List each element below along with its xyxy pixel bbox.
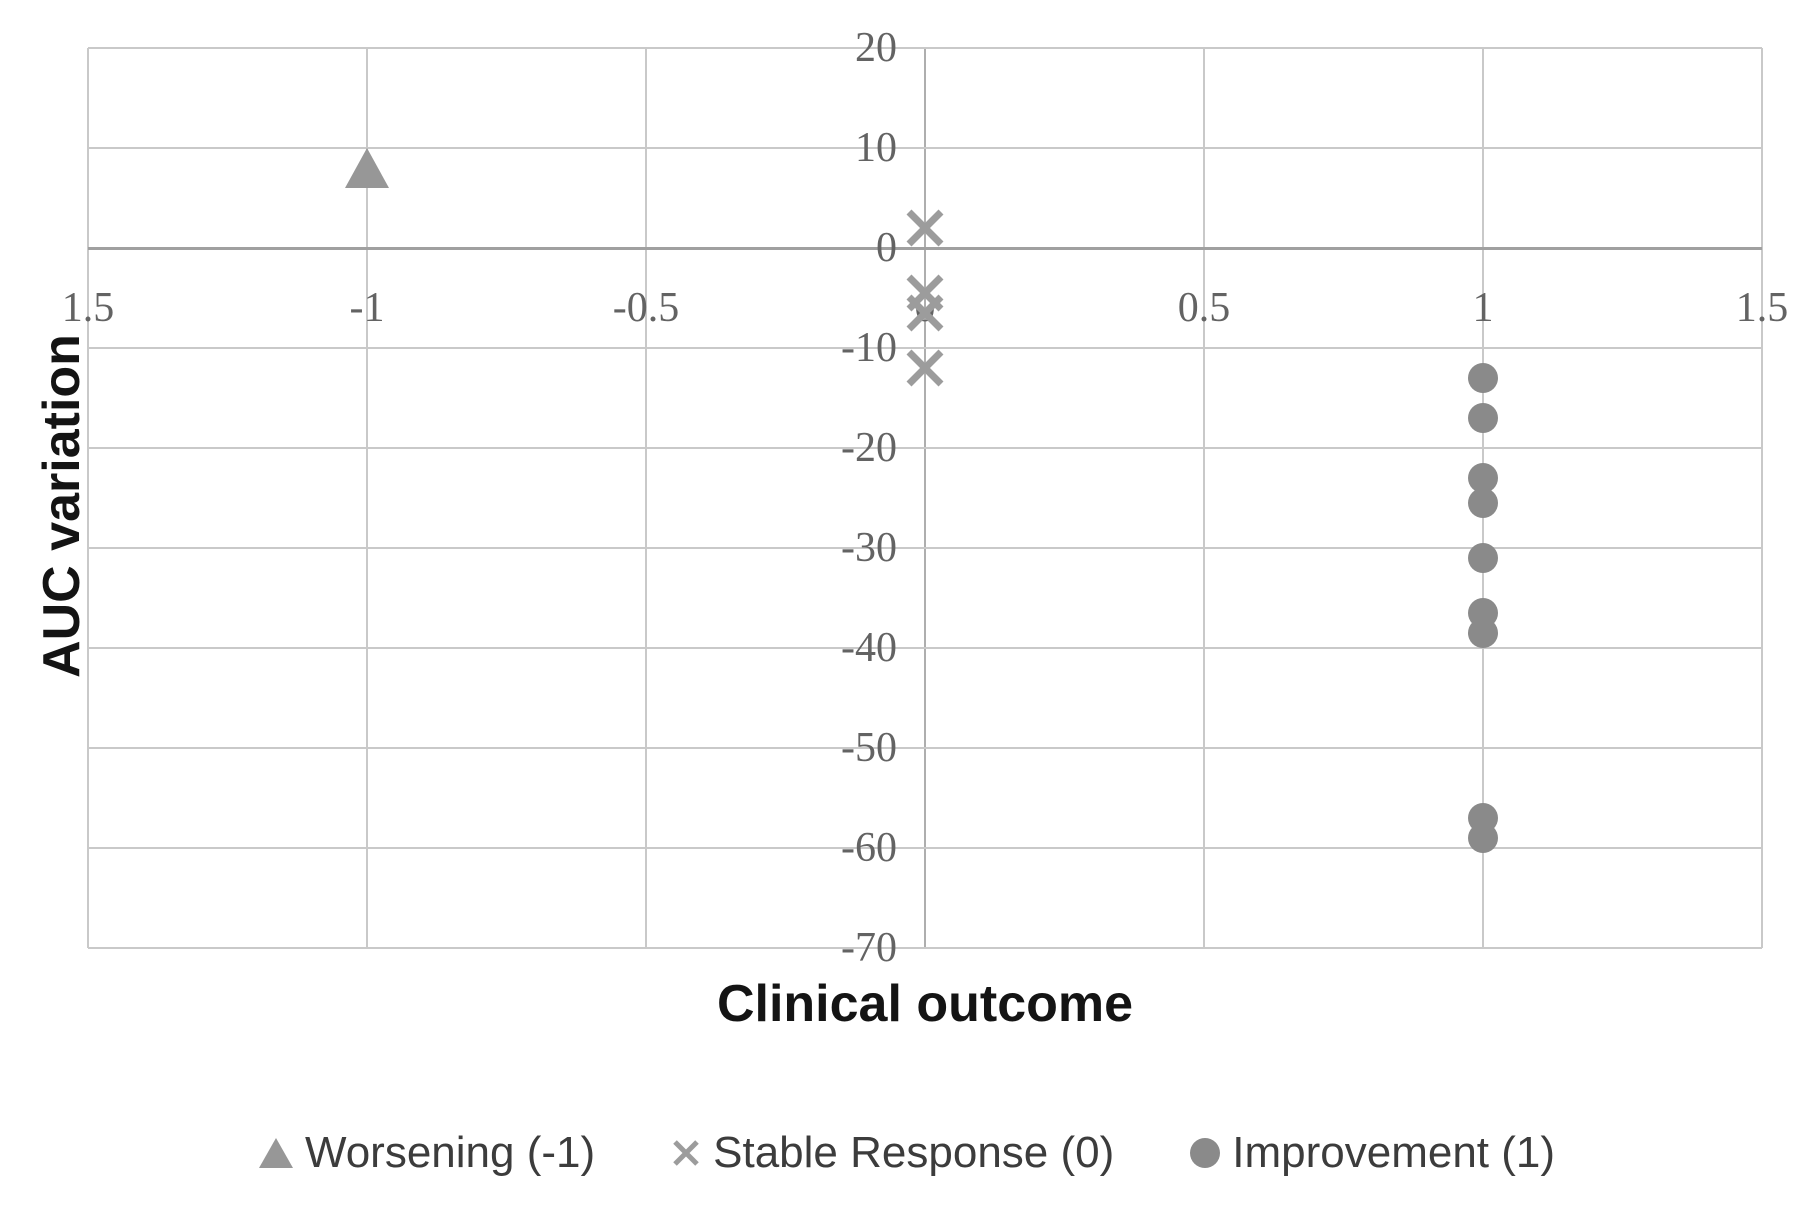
y-tick-label: -70 [841, 925, 897, 971]
y-tick-label: 0 [876, 225, 897, 271]
horizontal-gridline [88, 547, 1762, 549]
y-tick-label: 10 [855, 125, 897, 171]
horizontal-gridline [88, 947, 1762, 949]
y-tick-label: -20 [841, 425, 897, 471]
y-tick-label: -10 [841, 325, 897, 371]
legend-label: Improvement (1) [1232, 1128, 1556, 1177]
horizontal-gridline [88, 47, 1762, 49]
data-point-circle [1468, 488, 1498, 518]
legend-x-icon [671, 1138, 701, 1168]
x-tick-label: 0.5 [1177, 285, 1231, 331]
legend-triangle-icon [258, 1138, 293, 1168]
legend-circle-icon [1190, 1138, 1221, 1168]
data-point-x [906, 349, 944, 387]
vertical-gridline [366, 48, 368, 948]
legend-label: Worsening (-1) [304, 1128, 596, 1177]
horizontal-gridline [88, 347, 1762, 349]
y-tick-label: -60 [841, 825, 897, 871]
vertical-gridline [645, 48, 647, 948]
vertical-gridline [87, 48, 89, 948]
y-tick-label: 20 [855, 25, 897, 71]
x-tick-label: 1.5 [61, 285, 115, 331]
data-point-x [906, 294, 944, 332]
horizontal-gridline [88, 147, 1762, 149]
x-axis-title: Clinical outcome [716, 975, 1134, 1033]
data-point-x [906, 209, 944, 247]
x-tick-label: -1 [349, 285, 385, 331]
data-point-circle [1468, 823, 1498, 853]
horizontal-gridline [88, 747, 1762, 749]
y-axis-title: AUC variation [33, 334, 91, 678]
y-zero-axis-line [88, 247, 1762, 250]
vertical-gridline [1203, 48, 1205, 948]
legend: Worsening (-1) Stable Response (0) Improve… [0, 1108, 1814, 1198]
legend-item: Worsening (-1) [258, 1128, 596, 1178]
data-point-circle [1468, 363, 1498, 393]
data-point-circle [1468, 403, 1498, 433]
data-point-circle [1468, 543, 1498, 573]
x-tick-label: -0.5 [612, 285, 680, 331]
x-tick-label: 1 [1472, 285, 1494, 331]
x-axis-line [924, 48, 926, 948]
horizontal-gridline [88, 447, 1762, 449]
y-tick-label: -40 [841, 625, 897, 671]
legend-item: Stable Response (0) [671, 1128, 1114, 1178]
horizontal-gridline [88, 647, 1762, 649]
vertical-gridline [1761, 48, 1763, 948]
data-point-triangle [345, 148, 389, 188]
legend-label: Stable Response (0) [713, 1128, 1115, 1177]
y-tick-label: -30 [841, 525, 897, 571]
data-point-circle [1468, 618, 1498, 648]
horizontal-gridline [88, 847, 1762, 849]
y-tick-label: -50 [841, 725, 897, 771]
legend-item: Improvement (1) [1190, 1128, 1555, 1178]
x-tick-label: 1.5 [1735, 285, 1789, 331]
